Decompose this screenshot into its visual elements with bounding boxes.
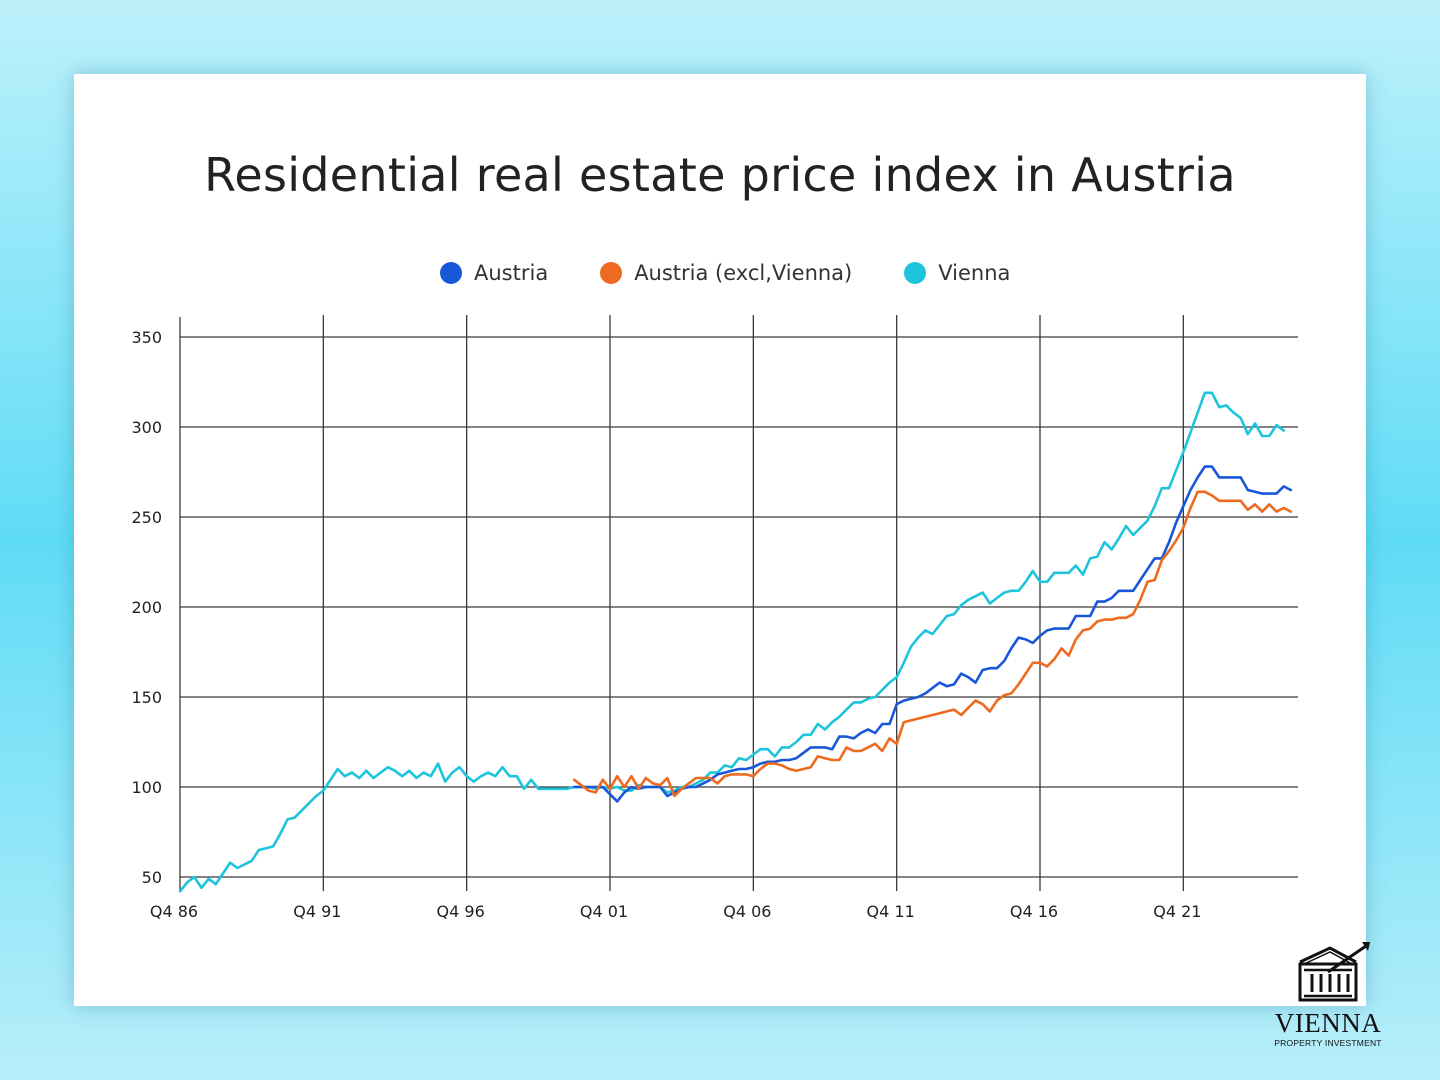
legend-item-vienna[interactable]: Vienna bbox=[904, 261, 1010, 285]
x-tick-label-4: Q4 06 bbox=[723, 902, 771, 921]
y-tick-label-100: 100 bbox=[131, 778, 162, 797]
y-tick-label-50: 50 bbox=[142, 868, 162, 887]
x-tick-label-6: Q4 16 bbox=[1010, 902, 1058, 921]
legend-marker-austria bbox=[440, 262, 462, 284]
brand-name: VIENNA bbox=[1274, 1008, 1382, 1038]
x-tick-label-2: Q4 96 bbox=[437, 902, 485, 921]
legend-marker-vienna bbox=[904, 262, 927, 284]
legend-item-austria[interactable]: Austria bbox=[440, 261, 548, 285]
legend-label-vienna: Vienna bbox=[938, 261, 1011, 285]
x-tick-label-3: Q4 01 bbox=[580, 902, 628, 921]
legend-label-austria: Austria bbox=[474, 261, 549, 285]
legend-marker-austria-excl-vienna bbox=[600, 262, 623, 284]
x-tick-label-1: Q4 91 bbox=[293, 902, 341, 921]
y-tick-label-150: 150 bbox=[131, 688, 162, 707]
axis-labels: 50 100 150 200 250 300 350 Q4 86 Q4 91 Q4 96 Q4 01… bbox=[131, 328, 1201, 921]
building-logo-icon bbox=[1298, 942, 1370, 1002]
legend-label-austria-excl-vienna: Austria (excl,Vienna) bbox=[634, 261, 853, 285]
series-line-austria-excl-vienna bbox=[572, 490, 1293, 798]
series-layer bbox=[178, 391, 1293, 893]
series-line-vienna bbox=[178, 391, 1285, 893]
brand-tagline: PROPERTY INVESTMENT bbox=[1274, 1038, 1382, 1048]
y-tick-label-350: 350 bbox=[131, 328, 162, 347]
y-tick-label-300: 300 bbox=[131, 418, 162, 437]
x-tick-label-7: Q4 21 bbox=[1153, 902, 1201, 921]
series-line-austria bbox=[572, 465, 1293, 803]
chart-legend: Austria Austria (excl,Vienna) Vienna bbox=[440, 258, 1062, 288]
y-tick-label-250: 250 bbox=[131, 508, 162, 527]
x-tick-label-5: Q4 11 bbox=[867, 902, 915, 921]
chart-card bbox=[74, 74, 1366, 1006]
grid-layer bbox=[179, 315, 1298, 891]
legend-item-austria-excl-vienna[interactable]: Austria (excl,Vienna) bbox=[600, 261, 852, 285]
y-tick-label-200: 200 bbox=[131, 598, 162, 617]
x-tick-label-0: Q4 86 bbox=[150, 902, 198, 921]
chart-title: Residential real estate price index in A… bbox=[204, 148, 1236, 202]
